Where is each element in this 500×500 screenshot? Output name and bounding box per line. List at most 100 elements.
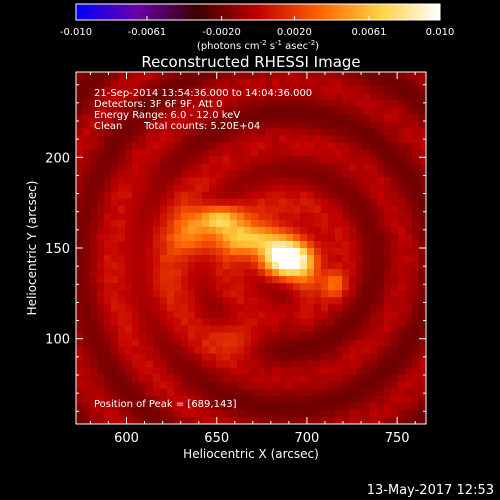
- heatmap-cell: [335, 212, 343, 221]
- heatmap-cell: [104, 100, 112, 108]
- heatmap-cell: [83, 409, 91, 418]
- heatmap-cell: [377, 233, 385, 242]
- heatmap-cell: [419, 191, 426, 200]
- heatmap-cell: [195, 374, 203, 383]
- heatmap-cell: [111, 283, 119, 291]
- heatmap-cell: [293, 128, 301, 136]
- heatmap-cell: [258, 255, 266, 263]
- heatmap-cell: [405, 226, 413, 235]
- heatmap-cell: [83, 100, 91, 108]
- heatmap-cell: [377, 149, 385, 158]
- heatmap-cell: [244, 388, 252, 397]
- heatmap-cell: [132, 381, 140, 390]
- heatmap-cell: [76, 191, 84, 200]
- heatmap-cell: [153, 374, 161, 383]
- heatmap-cell: [391, 100, 399, 108]
- heatmap-cell: [209, 107, 217, 115]
- heatmap-cell: [328, 395, 336, 404]
- heatmap-cell: [342, 304, 350, 312]
- heatmap-cell: [111, 297, 119, 305]
- heatmap-cell: [139, 409, 147, 418]
- heatmap-cell: [230, 402, 238, 411]
- heatmap-cell: [335, 395, 343, 404]
- heatmap-cell: [90, 367, 98, 376]
- heatmap-cell: [384, 142, 392, 151]
- heatmap-cell: [76, 72, 84, 80]
- heatmap-cell: [83, 381, 91, 390]
- heatmap-cell: [146, 177, 154, 186]
- heatmap-cell: [111, 304, 119, 312]
- x-axis-ticks: 600 650 700 750: [89, 72, 416, 446]
- heatmap-cell: [76, 255, 84, 263]
- heatmap-cell: [342, 191, 350, 200]
- heatmap-cell: [251, 219, 259, 228]
- heatmap-cell: [160, 332, 168, 341]
- heatmap-cell: [237, 121, 245, 129]
- heatmap-cell: [419, 318, 426, 327]
- heatmap-cell: [132, 93, 140, 101]
- heatmap-cell: [293, 297, 301, 305]
- heatmap-cell: [307, 100, 315, 108]
- heatmap-cell: [202, 374, 210, 383]
- heatmap-cell: [125, 318, 133, 327]
- heatmap-cell: [167, 311, 175, 319]
- heatmap-cell: [265, 107, 273, 115]
- heatmap-cell: [104, 184, 112, 193]
- heatmap-cell: [111, 198, 119, 207]
- heatmap-cell: [265, 367, 273, 376]
- heatmap-cell: [265, 93, 273, 101]
- heatmap-cell: [391, 332, 399, 341]
- heatmap-cell: [90, 332, 98, 341]
- heatmap-cell: [391, 79, 399, 87]
- heatmap-cell: [370, 86, 378, 94]
- heatmap-cell: [160, 255, 168, 263]
- heatmap-cell: [202, 170, 210, 179]
- heatmap-cell: [398, 416, 406, 424]
- heatmap-cell: [153, 388, 161, 397]
- heatmap-cell: [419, 198, 426, 207]
- heatmap-cell: [132, 395, 140, 404]
- heatmap-cell: [111, 177, 119, 186]
- heatmap-cell: [104, 248, 112, 256]
- heatmap-cell: [391, 353, 399, 362]
- heatmap-cell: [132, 416, 140, 424]
- heatmap-cell: [300, 395, 308, 404]
- heatmap-cell: [328, 184, 336, 193]
- heatmap-cell: [111, 248, 119, 256]
- heatmap-cell: [363, 395, 371, 404]
- heatmap-cell: [237, 177, 245, 186]
- heatmap-cell: [223, 325, 231, 334]
- heatmap-cell: [181, 198, 189, 207]
- heatmap-cell: [90, 311, 98, 319]
- heatmap-cell: [335, 163, 343, 172]
- heatmap-cell: [216, 233, 224, 242]
- heatmap-cell: [216, 156, 224, 165]
- heatmap-cell: [160, 402, 168, 411]
- heatmap-cell: [223, 219, 231, 228]
- heatmap-cell: [167, 318, 175, 327]
- heatmap-cell: [237, 100, 245, 108]
- heatmap-cell: [209, 360, 217, 369]
- heatmap-cell: [139, 276, 147, 284]
- heatmap-cell: [202, 332, 210, 341]
- heatmap-cell: [216, 297, 224, 305]
- heatmap-cell: [195, 79, 203, 87]
- heatmap-cell: [209, 276, 217, 284]
- heatmap-cell: [363, 114, 371, 122]
- heatmap-cell: [153, 149, 161, 158]
- heatmap-cell: [223, 367, 231, 376]
- heatmap-cell: [153, 304, 161, 312]
- heatmap-cell: [188, 72, 196, 80]
- heatmap-cell: [244, 269, 252, 277]
- heatmap-cell: [321, 79, 329, 87]
- heatmap-cell: [328, 72, 336, 80]
- heatmap-cell: [195, 149, 203, 158]
- heatmap-cell: [132, 325, 140, 334]
- heatmap-cell: [132, 205, 140, 214]
- heatmap-cell: [328, 332, 336, 341]
- heatmap-cell: [251, 248, 259, 256]
- heatmap-cell: [90, 360, 98, 369]
- heatmap-cell: [314, 114, 322, 122]
- heatmap-cell: [363, 79, 371, 87]
